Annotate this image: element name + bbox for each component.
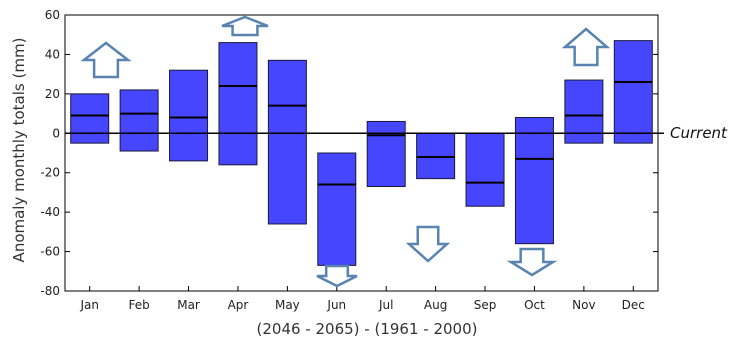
x-tick-label: Oct [524, 298, 545, 312]
range-bar [514, 117, 554, 245]
range-bar [169, 69, 209, 162]
x-axis-label: (2046 - 2065) - (1961 - 2000) [257, 320, 478, 338]
range-bar [613, 40, 653, 144]
range-bar [70, 93, 110, 144]
arrow-down-icon [405, 225, 451, 263]
x-tick-label: Sep [474, 298, 497, 312]
y-tick-label: 0 [52, 126, 60, 140]
y-tick-label: -40 [40, 205, 60, 219]
x-tick-label: Dec [622, 298, 645, 312]
x-tick-label: Feb [129, 298, 150, 312]
y-tick-label: 40 [45, 47, 60, 61]
x-tick-label: Nov [572, 298, 595, 312]
range-bar [465, 132, 505, 207]
plot-frame [64, 14, 659, 292]
x-tick-label: Jul [378, 298, 393, 312]
reference-label: Current [670, 124, 728, 142]
y-axis-label: Anomaly monthly totals (mm) [10, 38, 28, 263]
y-tick-label: -60 [40, 245, 60, 259]
x-tick-label: Aug [424, 298, 447, 312]
arrow-down-icon [316, 264, 358, 288]
arrow-down-icon [506, 247, 558, 277]
y-tick-label: -20 [40, 166, 60, 180]
arrow-up-icon [561, 27, 611, 67]
range-bar [218, 42, 258, 166]
x-tick-label: Jun [326, 298, 346, 312]
range-bar [267, 59, 307, 225]
arrow-up-icon [80, 41, 132, 79]
arrow-up-icon [221, 15, 269, 37]
x-tick-label: May [275, 298, 300, 312]
y-tick-label: 20 [45, 87, 60, 101]
range-bar [119, 89, 159, 152]
x-tick-label: Mar [177, 298, 200, 312]
y-tick-label: -80 [40, 284, 60, 298]
y-tick-label: 60 [45, 8, 60, 22]
range-bar [366, 120, 406, 188]
range-bar [317, 152, 357, 266]
x-tick-label: Jan [79, 298, 99, 312]
x-tick-label: Apr [228, 298, 249, 312]
